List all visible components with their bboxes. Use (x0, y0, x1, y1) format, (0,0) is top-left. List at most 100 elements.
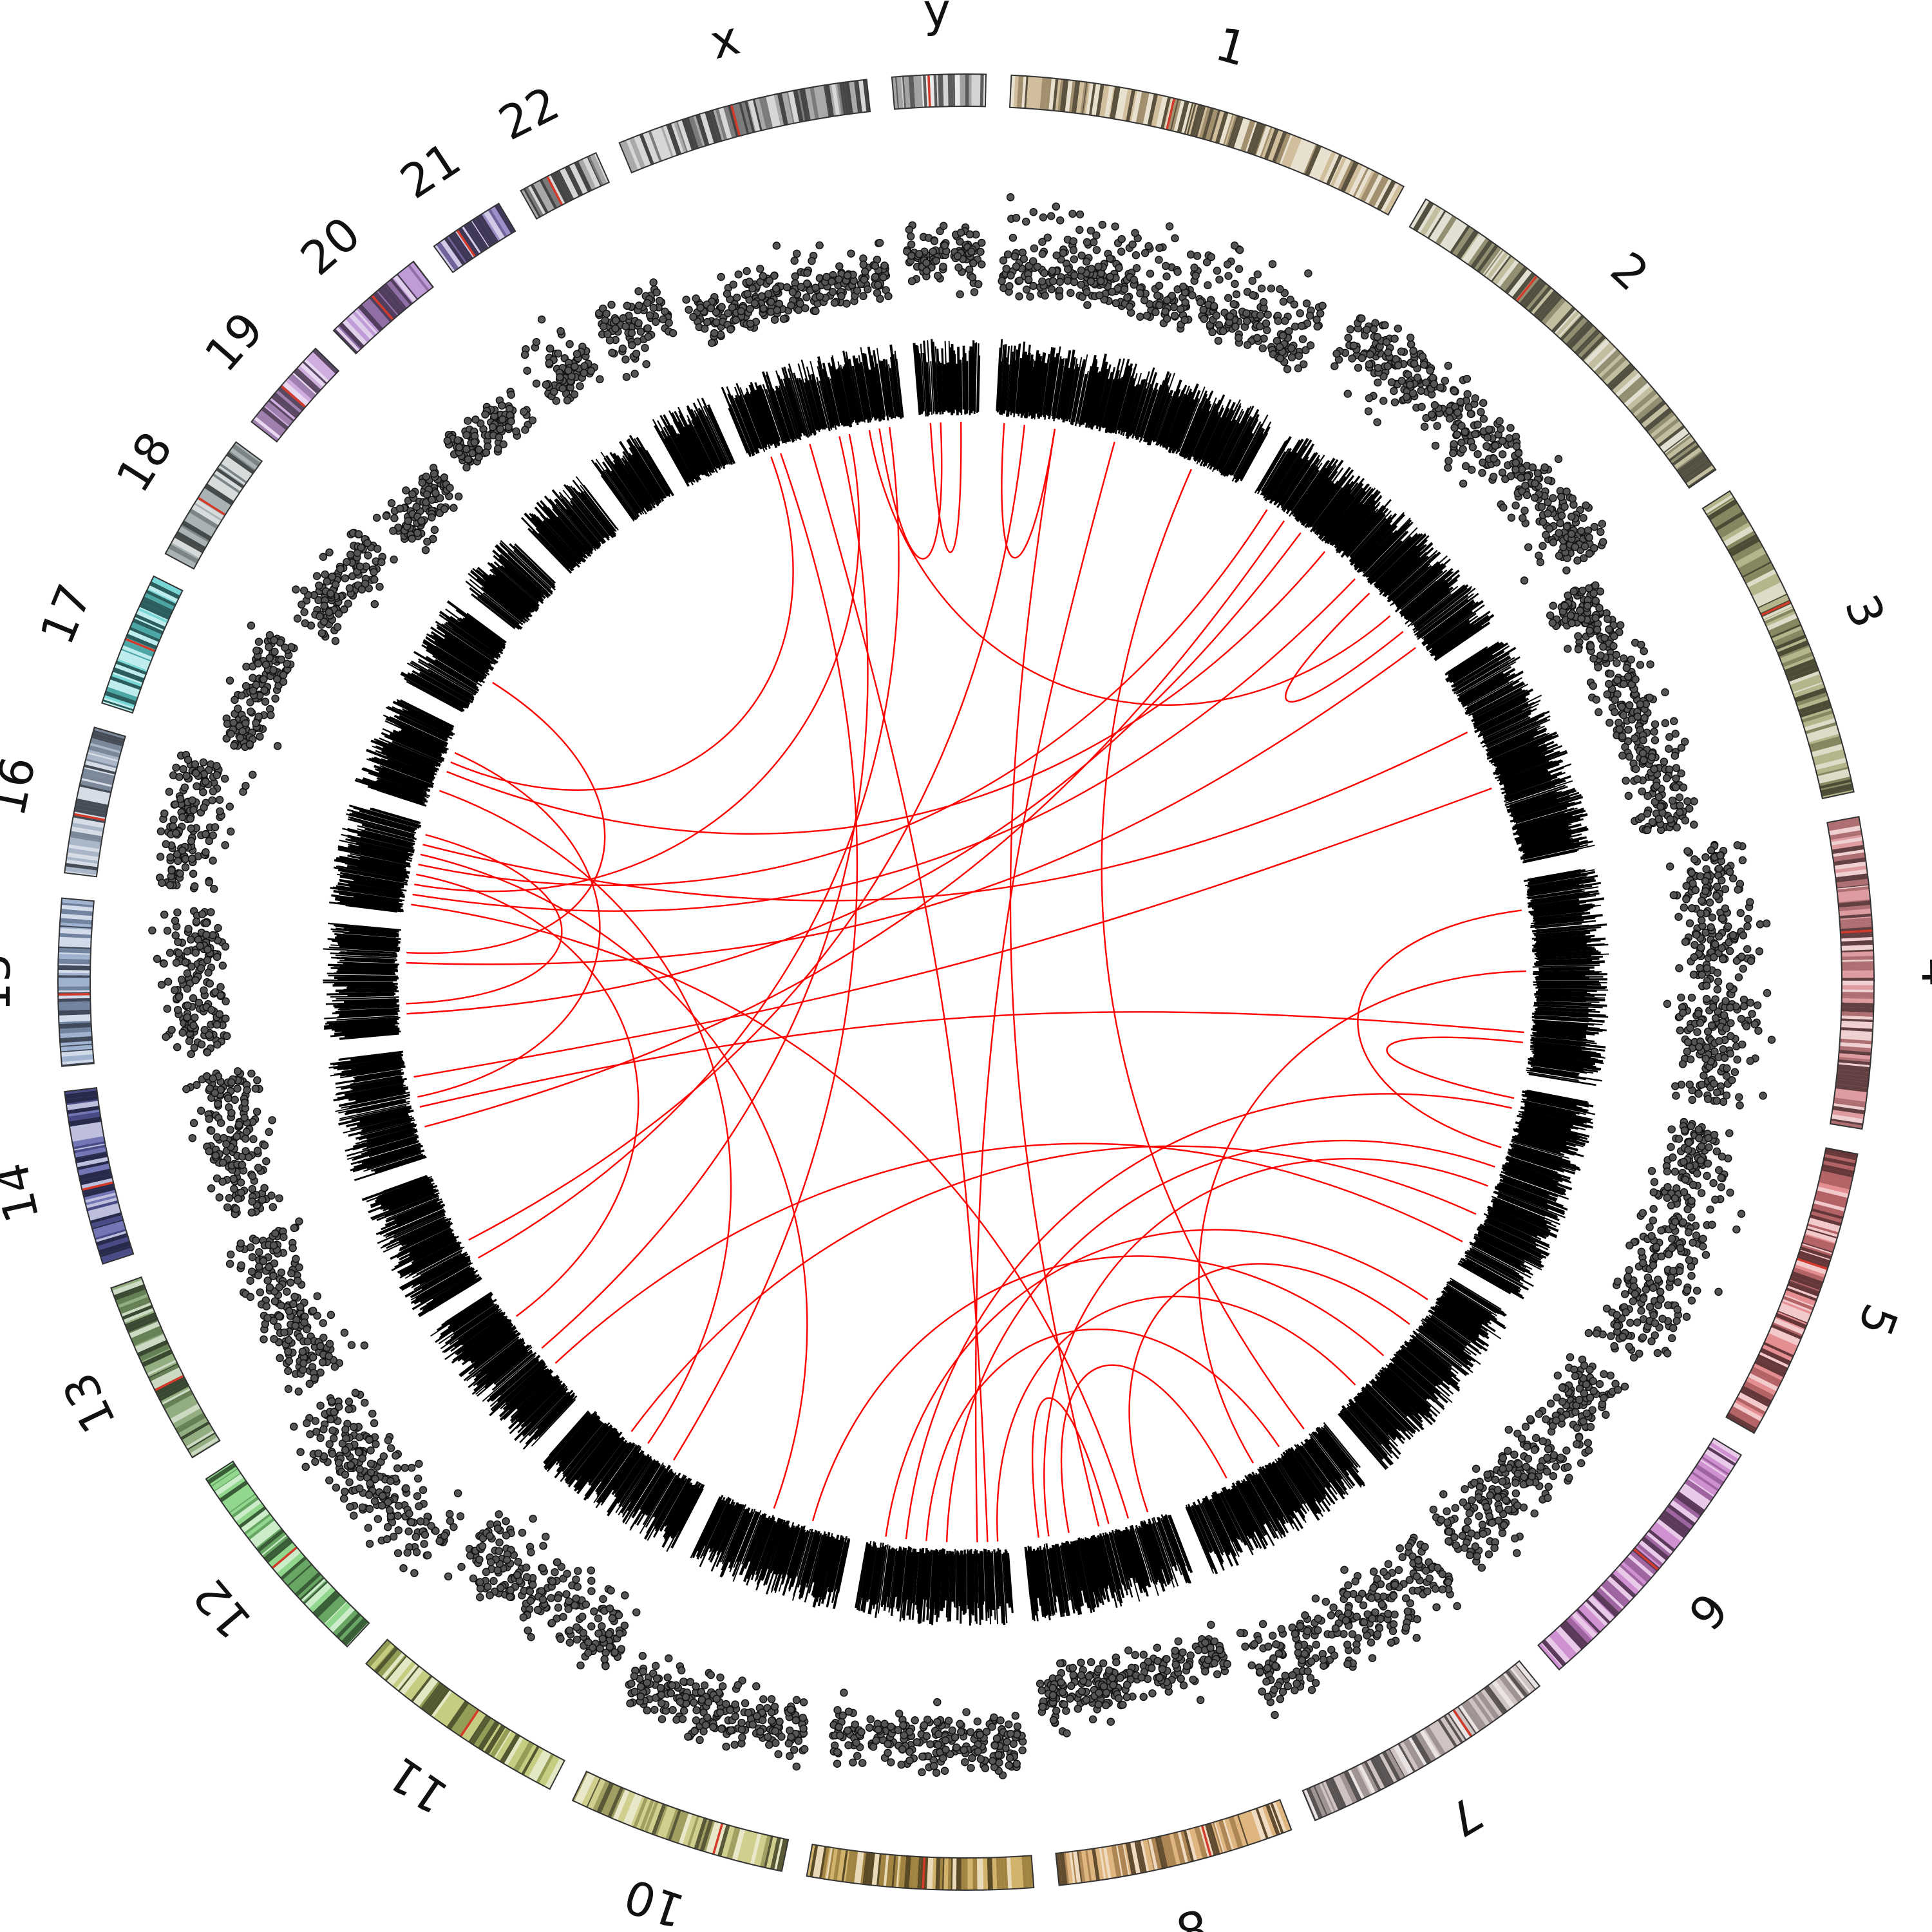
ideogram-band (1173, 1832, 1186, 1865)
scatter-point (524, 1626, 532, 1635)
scatter-point (684, 1732, 692, 1741)
ideogram-band (1770, 623, 1801, 639)
scatter-point (1693, 1028, 1701, 1036)
scatter-point (1651, 1319, 1660, 1327)
ideogram-band (1750, 1366, 1782, 1385)
scatter-point (1594, 663, 1602, 672)
ideogram-band (1298, 142, 1316, 174)
ideogram-band (1768, 1331, 1799, 1347)
ideogram-band (1079, 1850, 1086, 1883)
ideogram-band (1238, 119, 1251, 151)
scatter-point (1201, 1638, 1209, 1647)
ideogram-band (1566, 320, 1590, 346)
scatter-point (1493, 1486, 1502, 1494)
scatter-point (1108, 1674, 1117, 1683)
ideogram-band (1013, 75, 1019, 108)
ideogram-band (128, 629, 159, 644)
scatter-point (1450, 423, 1459, 432)
ideogram-band (1596, 1587, 1623, 1613)
chromosome-label-16: 16 (0, 752, 46, 821)
scatter-point (1578, 586, 1587, 595)
ideogram-band (147, 586, 178, 603)
chromosome-label-7: 7 (1439, 1786, 1492, 1848)
scatter-point (1146, 269, 1155, 278)
scatter-point (1543, 1454, 1551, 1462)
ideogram-band (61, 1059, 94, 1065)
scatter-point (636, 1692, 645, 1701)
scatter-point (1566, 611, 1575, 620)
ideogram-band (1476, 1690, 1500, 1720)
scatter-point (1298, 335, 1307, 343)
scatter-point (1155, 281, 1164, 290)
ideogram-band (77, 1160, 109, 1171)
scatter-point (835, 1723, 843, 1732)
ideogram-band (1385, 1749, 1405, 1779)
ideogram-band (1470, 240, 1493, 269)
ideogram-band (1159, 1835, 1168, 1868)
ideogram-band (1808, 734, 1841, 745)
scatter-point (1038, 238, 1046, 246)
scatter-point (538, 1564, 547, 1573)
ideogram-band (1224, 1817, 1238, 1850)
ideogram-band (178, 1418, 209, 1437)
ideogram-band (1325, 1779, 1342, 1810)
ideogram-band (1502, 264, 1525, 292)
scatter-point (1562, 566, 1571, 574)
scatter-point (1748, 1010, 1756, 1018)
ideogram-band (1833, 852, 1866, 862)
scatter-point (1638, 787, 1647, 796)
scatter-point (594, 1614, 603, 1623)
ideogram-band (419, 1681, 440, 1709)
ideogram-band (812, 1845, 820, 1878)
ideogram-band (484, 1724, 506, 1755)
scatter-point (1567, 619, 1576, 627)
ideogram-band (1664, 433, 1691, 455)
scatter-point (1743, 945, 1752, 954)
scatter-point (1186, 1651, 1195, 1660)
scatter-point (1005, 1754, 1014, 1762)
ideogram-band (1555, 310, 1580, 337)
ideogram-band (837, 1849, 846, 1882)
ideogram-band (60, 913, 93, 920)
scatter-point (961, 1757, 969, 1766)
ideogram-band (1147, 1839, 1155, 1871)
ideogram-band (1837, 885, 1870, 890)
ideogram-band (126, 633, 158, 650)
scatter-point (731, 1712, 740, 1721)
scatter-point (1378, 1600, 1387, 1609)
ideogram-band (133, 1332, 164, 1347)
ideogram-band (833, 1848, 840, 1881)
ideogram-band (1634, 395, 1663, 421)
scatter-point (1684, 1228, 1693, 1236)
scatter-point (786, 1726, 794, 1735)
scatter-point (665, 1654, 673, 1663)
scatter-point (1419, 361, 1428, 369)
scatter-point (1101, 1701, 1110, 1710)
scatter-point (1714, 1287, 1723, 1296)
ideogram-band (1784, 1290, 1816, 1307)
scatter-point (522, 1573, 531, 1582)
scatter-point (1155, 256, 1163, 264)
ideogram-band (1817, 1182, 1850, 1195)
ideogram-band (1541, 297, 1566, 325)
scatter-point (1540, 463, 1549, 471)
scatter-point (1754, 1027, 1763, 1035)
scatter-point (1088, 1715, 1097, 1724)
ideogram-band (1732, 1402, 1763, 1422)
scatter-point (1058, 1688, 1067, 1696)
ideogram-band (91, 1219, 124, 1230)
ideogram-band (1777, 1311, 1808, 1325)
ideogram-band (1119, 88, 1128, 120)
ideogram-band (965, 1857, 968, 1890)
ideogram-band (93, 727, 126, 739)
scatter-point (989, 1757, 997, 1765)
scatter-point (632, 1608, 641, 1616)
scatter-point (1439, 1490, 1448, 1499)
ideogram-band (146, 1359, 177, 1376)
ideogram-band (1704, 1448, 1735, 1471)
ideogram-band (1238, 1813, 1253, 1846)
scatter-point (1412, 1572, 1421, 1581)
scatter-point (607, 1586, 615, 1595)
ideogram-band (1832, 1106, 1865, 1115)
ideogram-band (1803, 713, 1835, 728)
